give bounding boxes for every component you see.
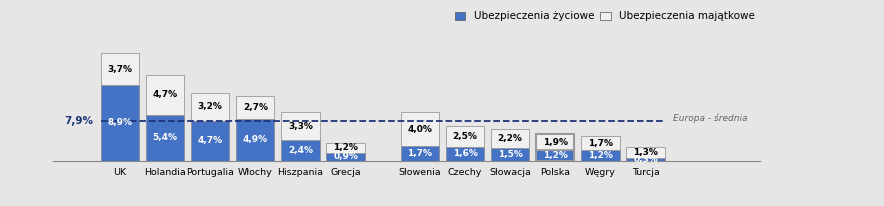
Bar <box>537 134 575 150</box>
Text: 1,2%: 1,2% <box>543 151 568 160</box>
Text: 1,3%: 1,3% <box>633 148 658 157</box>
Bar <box>627 158 665 161</box>
Bar <box>627 147 665 158</box>
Bar <box>236 119 274 161</box>
Bar <box>400 146 439 161</box>
Text: 5,4%: 5,4% <box>153 133 178 142</box>
Legend: Ubezpieczenia życiowe, Ubezpieczenia majątkowe: Ubezpieczenia życiowe, Ubezpieczenia maj… <box>455 11 755 21</box>
Text: 0,9%: 0,9% <box>333 152 358 161</box>
Bar <box>582 150 620 161</box>
Bar <box>326 153 365 161</box>
Text: 1,2%: 1,2% <box>333 143 358 152</box>
Text: 2,2%: 2,2% <box>498 134 522 143</box>
Text: 1,9%: 1,9% <box>543 138 568 147</box>
Bar <box>191 121 229 161</box>
Text: 3,7%: 3,7% <box>108 64 133 74</box>
Text: 3,2%: 3,2% <box>198 102 223 111</box>
Bar <box>491 129 530 148</box>
Bar <box>281 140 320 161</box>
Text: 4,7%: 4,7% <box>198 136 223 145</box>
Text: 0,3%: 0,3% <box>633 155 658 164</box>
Bar <box>446 147 484 161</box>
Bar <box>537 150 575 161</box>
Text: 2,7%: 2,7% <box>243 103 268 112</box>
Text: 4,0%: 4,0% <box>408 125 432 134</box>
Bar <box>446 126 484 147</box>
Text: 8,9%: 8,9% <box>108 118 133 127</box>
Bar <box>146 75 184 115</box>
Text: 4,9%: 4,9% <box>243 135 268 144</box>
Bar <box>236 96 274 119</box>
Text: 2,4%: 2,4% <box>288 146 313 155</box>
Text: 7,9%: 7,9% <box>64 116 93 126</box>
Bar <box>101 85 139 161</box>
Bar <box>326 143 365 153</box>
Text: 1,7%: 1,7% <box>588 139 613 148</box>
Bar <box>191 93 229 121</box>
Text: 1,6%: 1,6% <box>453 149 477 158</box>
Bar <box>491 148 530 161</box>
Bar <box>582 136 620 150</box>
Bar <box>400 112 439 146</box>
Text: Europa - średnia: Europa - średnia <box>673 113 747 123</box>
Bar <box>281 112 320 140</box>
Text: 1,7%: 1,7% <box>408 149 432 158</box>
Bar <box>101 53 139 85</box>
Text: 1,2%: 1,2% <box>588 151 613 160</box>
Text: 3,3%: 3,3% <box>288 122 313 131</box>
Text: 2,5%: 2,5% <box>453 132 477 141</box>
Text: 1,5%: 1,5% <box>498 150 522 159</box>
Text: 4,7%: 4,7% <box>153 90 178 99</box>
Bar <box>146 115 184 161</box>
